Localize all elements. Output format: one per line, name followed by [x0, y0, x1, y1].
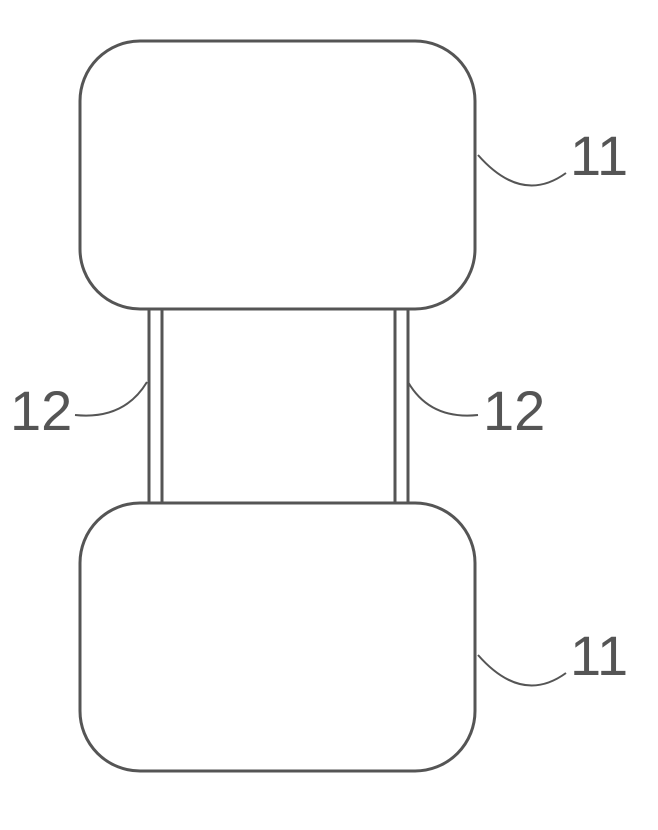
left-connector [149, 309, 162, 503]
label-12-right: 12 [483, 379, 545, 442]
leader-mid-left [75, 382, 147, 416]
leader-top-right [478, 155, 566, 185]
top-block [80, 41, 475, 309]
label-11-top: 11 [570, 124, 628, 187]
leader-bottom-right [478, 655, 566, 685]
label-12-left: 12 [10, 379, 72, 442]
leader-mid-right [408, 382, 478, 416]
bottom-block [80, 503, 475, 771]
right-connector [395, 309, 408, 503]
label-11-bottom: 11 [570, 624, 628, 687]
diagram-canvas: 11 11 12 12 [0, 0, 658, 830]
